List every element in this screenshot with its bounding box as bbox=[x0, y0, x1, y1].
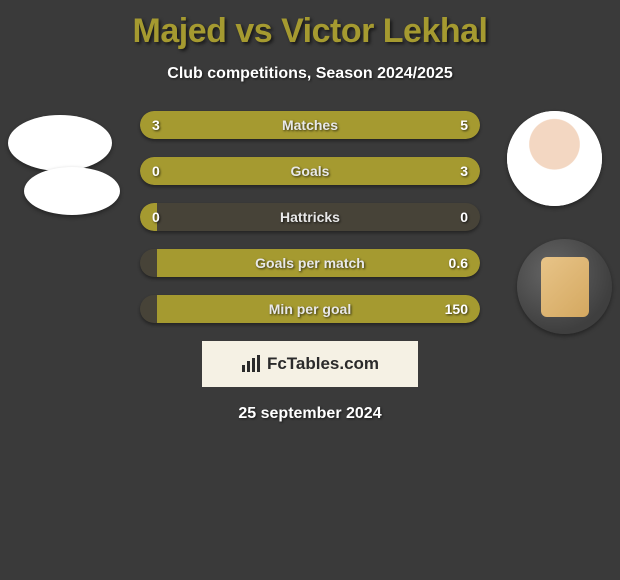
stat-row: 35Matches bbox=[140, 111, 480, 139]
page-subtitle: Club competitions, Season 2024/2025 bbox=[0, 65, 620, 83]
watermark-text: FcTables.com bbox=[267, 354, 379, 374]
date-label: 25 september 2024 bbox=[0, 405, 620, 423]
avatar-face-icon bbox=[507, 111, 602, 206]
watermark-label: FcTables.com bbox=[241, 354, 379, 374]
comparison-region: 35Matches 03Goals 00Hattricks 0.6Goals per … bbox=[0, 111, 620, 387]
stat-row: 00Hattricks bbox=[140, 203, 480, 231]
stat-label: Goals per match bbox=[140, 249, 480, 277]
stat-bar-list: 35Matches 03Goals 00Hattricks 0.6Goals per … bbox=[140, 111, 480, 323]
stat-row: 150Min per goal bbox=[140, 295, 480, 323]
page-title: Majed vs Victor Lekhal bbox=[0, 0, 620, 51]
club-logo-right bbox=[517, 239, 612, 334]
watermark-box: FcTables.com bbox=[202, 341, 418, 387]
avatar-player-right bbox=[507, 111, 602, 206]
bar-chart-icon bbox=[241, 355, 263, 373]
stat-label: Matches bbox=[140, 111, 480, 139]
stat-row: 0.6Goals per match bbox=[140, 249, 480, 277]
stat-label: Goals bbox=[140, 157, 480, 185]
avatar-player-left-top bbox=[8, 115, 112, 171]
avatar-player-left-bottom bbox=[24, 167, 120, 215]
stat-label: Min per goal bbox=[140, 295, 480, 323]
stat-row: 03Goals bbox=[140, 157, 480, 185]
stat-label: Hattricks bbox=[140, 203, 480, 231]
club-crest-icon bbox=[541, 257, 589, 317]
